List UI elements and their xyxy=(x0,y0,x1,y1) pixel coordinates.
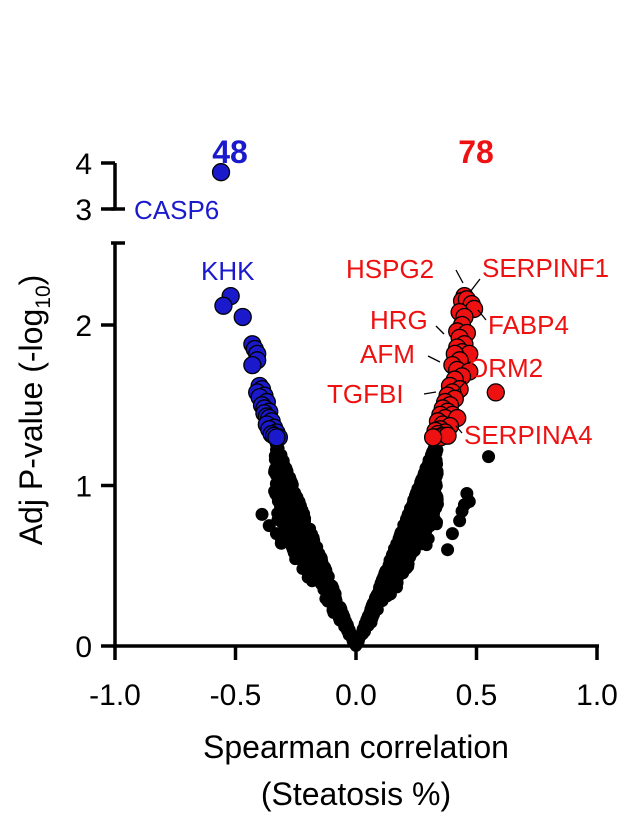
axes: -1.0 -0.5 0.0 0.5 1.0 0 1 2 3 4 xyxy=(75,148,618,712)
nonsignificant-point xyxy=(285,541,298,553)
nonsignificant-point xyxy=(255,507,269,521)
x-tick-label: -1.0 xyxy=(89,679,141,712)
gene-label-leader-line xyxy=(469,278,481,293)
nonsignificant-point xyxy=(276,471,289,484)
nonsignificant-point xyxy=(441,543,455,557)
nonsignificant-point xyxy=(407,497,420,510)
nonsignificant-point xyxy=(445,527,459,541)
x-tick-label: 0.0 xyxy=(335,679,377,712)
gene-label-afm: AFM xyxy=(360,339,415,369)
nonsignificant-point xyxy=(379,567,392,580)
negative-significant-point xyxy=(267,428,286,447)
negative-count-label: 48 xyxy=(212,134,248,170)
negative-significant-points xyxy=(211,163,289,447)
gene-label-orm2: ORM2 xyxy=(468,353,543,383)
nonsignificant-point xyxy=(269,527,283,541)
gene-label-hrg: HRG xyxy=(370,305,428,335)
y-axis-title-subscript: 10 xyxy=(32,285,55,308)
gene-label-serpinf1: SERPINF1 xyxy=(482,253,609,283)
nonsignificant-point xyxy=(399,540,412,553)
nonsignificant-point xyxy=(385,550,398,563)
nonsignificant-point xyxy=(273,495,286,508)
nonsignificant-point xyxy=(322,577,335,590)
nonsignificant-point xyxy=(418,479,431,492)
nonsignificant-point xyxy=(268,485,281,498)
nonsignificant-point xyxy=(405,506,417,519)
gene-label-leader-line xyxy=(457,380,467,391)
y-tick-label: 3 xyxy=(75,194,92,227)
y-tick-label: 2 xyxy=(75,310,92,343)
negative-significant-point xyxy=(233,307,252,327)
x-tick-label: -0.5 xyxy=(210,679,262,712)
gene-label-tgfbi: TGFBI xyxy=(327,379,404,409)
nonsignificant-point xyxy=(392,532,405,545)
y-tick-label: 1 xyxy=(75,471,92,504)
nonsignificant-point xyxy=(482,450,496,464)
y-axis-title-main: Adj P-value (-log xyxy=(13,309,49,546)
nonsignificant-point xyxy=(359,617,372,630)
gene-label-serpina4: SERPINA4 xyxy=(464,420,593,450)
positive-significant-point xyxy=(486,383,505,402)
x-axis-title-line2: (Steatosis %) xyxy=(261,776,451,812)
positive-significant-point xyxy=(423,428,443,447)
gene-label-leader-line xyxy=(423,391,437,395)
nonsignificant-point xyxy=(419,513,432,526)
gene-labels: CASP6 KHK HSPG2 SERPINF1 HRG FABP4 AFM ORM2 TGFB… xyxy=(134,195,609,450)
gene-label-fabp4: FABP4 xyxy=(488,310,569,340)
nonsignificant-point xyxy=(453,514,467,528)
negative-significant-point xyxy=(211,163,231,182)
nonsignificant-point xyxy=(329,587,342,600)
nonsignificant-point xyxy=(431,498,444,511)
gene-label-leader-line xyxy=(427,355,441,363)
nonsignificant-point xyxy=(302,560,315,573)
nonsignificant-point xyxy=(392,561,405,574)
nonsignificant-point xyxy=(296,541,309,554)
nonsignificant-point xyxy=(274,536,288,550)
y-axis-title: Adj P-value (-log10) xyxy=(13,275,55,546)
nonsignificant-point xyxy=(374,579,387,592)
negative-significant-point xyxy=(214,296,233,315)
x-tick-label: 0.5 xyxy=(456,679,498,712)
y-tick-label: 0 xyxy=(75,631,92,664)
nonsignificant-point xyxy=(329,601,342,614)
nonsignificant-point xyxy=(294,524,307,537)
nonsignificant-point xyxy=(305,538,318,551)
positive-significant-points xyxy=(423,286,505,447)
x-axis-title-line1: Spearman correlation xyxy=(203,729,509,765)
x-tick-label: 1.0 xyxy=(576,679,618,712)
gene-label-leader-line xyxy=(455,425,463,434)
nonsignificant-point xyxy=(367,596,380,609)
gene-label-leader-line xyxy=(455,269,464,284)
nonsignificant-point xyxy=(428,452,441,465)
y-tick-label: 4 xyxy=(75,148,92,181)
nonsignificant-point xyxy=(400,515,413,528)
nonsignificant-point xyxy=(285,484,298,497)
gene-label-leader-line xyxy=(435,325,445,335)
nonsignificant-point xyxy=(290,510,303,523)
y-axis-title-close: ) xyxy=(13,275,49,286)
nonsignificant-point xyxy=(312,567,325,580)
nonsignificant-point xyxy=(399,524,412,537)
negative-significant-point xyxy=(243,355,262,375)
gene-label-hspg2: HSPG2 xyxy=(346,254,434,284)
gene-label-leader-line xyxy=(477,309,487,321)
gene-label-khk: KHK xyxy=(201,256,255,286)
nonsignificant-point xyxy=(428,507,440,520)
positive-count-label: 78 xyxy=(458,134,494,170)
nonsignificant-point xyxy=(279,462,292,475)
nonsignificant-point xyxy=(288,495,301,508)
nonsignificant-points xyxy=(255,434,496,652)
nonsignificant-point xyxy=(281,519,294,532)
nonsignificant-point xyxy=(336,609,349,622)
nonsignificant-point xyxy=(341,619,354,632)
gene-label-casp6: CASP6 xyxy=(134,195,219,225)
